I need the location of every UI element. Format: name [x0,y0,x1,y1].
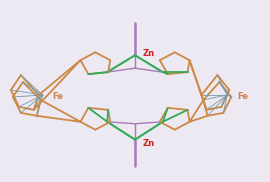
Text: Fe: Fe [237,92,248,101]
Text: Fe: Fe [53,92,64,101]
Text: Zn: Zn [143,139,155,148]
Text: Zn: Zn [143,49,155,58]
